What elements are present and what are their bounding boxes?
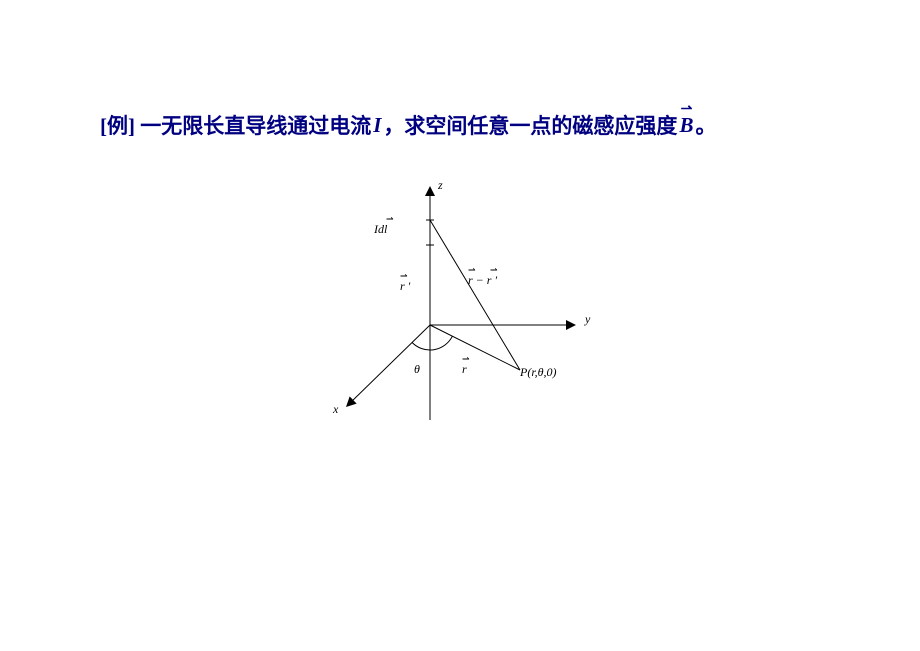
title-middle: ，求空间任意一点的磁感应强度 xyxy=(383,110,677,140)
theta-text: θ xyxy=(414,362,420,376)
r-prime-label: r ′ ⇀ xyxy=(400,279,410,294)
x-axis-label: x xyxy=(333,402,338,417)
idl-arrow: ⇀ xyxy=(386,214,394,225)
y-axis-label: y xyxy=(585,312,590,327)
diagram-svg xyxy=(290,180,640,440)
r-prime-arrow: ⇀ xyxy=(400,271,408,282)
coordinate-diagram: z y x Idl ⇀ r ′ ⇀ r − r ′ ⇀ ⇀ θ r ⇀ P(r,… xyxy=(290,180,640,440)
z-axis-label: z xyxy=(438,178,443,193)
b-vector: ⇀ B xyxy=(679,113,693,138)
r-over-arrow: ⇀ xyxy=(462,354,470,365)
r-minus-rprime-label: r − r ′ ⇀ ⇀ xyxy=(468,273,497,288)
problem-title: [例] 一无限长直导线通过电流 I ，求空间任意一点的磁感应强度 ⇀ B 。 xyxy=(100,110,716,140)
idl-label: Idl ⇀ xyxy=(374,222,387,237)
rmr-arrow2: ⇀ xyxy=(490,265,498,276)
rmr-arrow1: ⇀ xyxy=(468,265,476,276)
b-arrow: ⇀ xyxy=(681,101,693,118)
theta-label: θ xyxy=(414,362,420,377)
point-p-label: P(r,θ,0) xyxy=(520,365,557,380)
title-prefix: [例] 一无限长直导线通过电流 xyxy=(100,110,371,140)
current-symbol: I xyxy=(373,113,381,138)
title-suffix: 。 xyxy=(695,110,716,140)
r-label: r ⇀ xyxy=(462,362,467,377)
